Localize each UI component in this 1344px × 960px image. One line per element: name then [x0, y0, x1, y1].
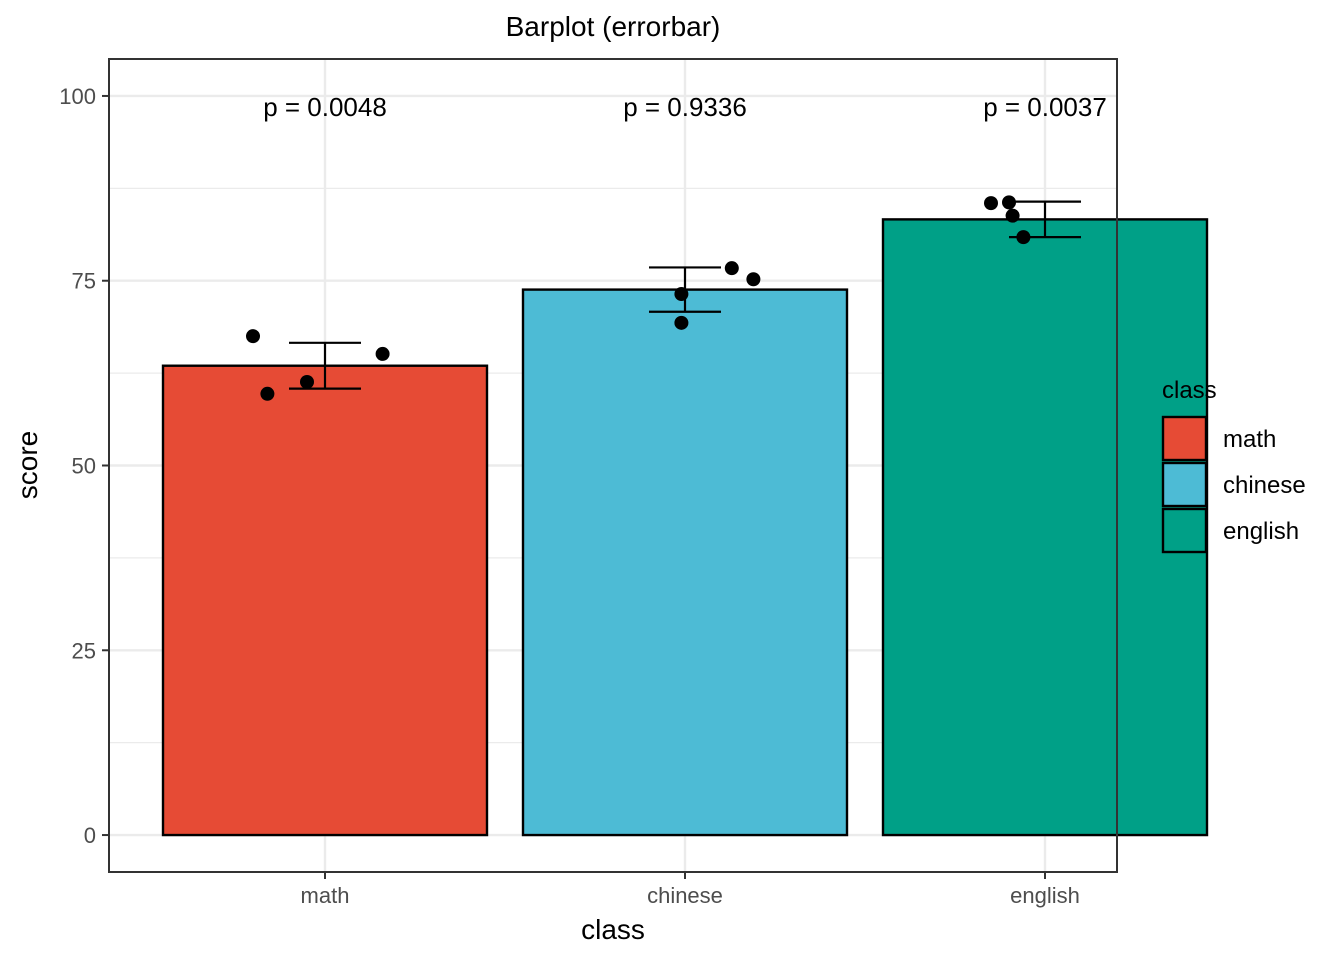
- y-tick-label: 75: [72, 269, 96, 294]
- legend-key-english: [1161, 507, 1208, 554]
- bar-chinese: [521, 288, 849, 837]
- data-point-english: [984, 196, 998, 211]
- chart-title: Barplot (errorbar): [506, 11, 721, 42]
- bar-math: [161, 364, 489, 837]
- x-tick-label: math: [301, 883, 350, 908]
- data-point-english: [1005, 208, 1020, 223]
- y-axis-title: score: [12, 431, 43, 499]
- legend-label-chinese: chinese: [1223, 472, 1306, 499]
- legend-title: class: [1162, 377, 1217, 404]
- data-point-chinese: [674, 315, 689, 330]
- p-value-label-math: p = 0.0048: [263, 92, 387, 122]
- data-point-english: [1016, 230, 1031, 245]
- legend-label-math: math: [1223, 426, 1276, 453]
- data-point-english: [1002, 195, 1016, 210]
- x-tick-label: chinese: [647, 883, 723, 908]
- y-tick-label: 0: [84, 823, 96, 848]
- bar-english: [881, 218, 1209, 837]
- data-point-math: [246, 329, 260, 344]
- data-point-math: [300, 374, 314, 389]
- legend-key-math: [1161, 415, 1208, 462]
- data-point-chinese: [674, 287, 689, 302]
- legend: class math chinese english: [1161, 377, 1306, 554]
- data-point-math: [375, 346, 390, 361]
- y-tick-label: 25: [72, 638, 96, 663]
- data-point-math: [260, 386, 275, 401]
- y-tick-label: 100: [59, 84, 96, 109]
- y-tick-label: 50: [72, 454, 96, 479]
- legend-label-english: english: [1223, 518, 1299, 545]
- data-point-chinese: [724, 261, 739, 276]
- legend-key-chinese: [1161, 461, 1208, 508]
- x-tick-label: english: [1010, 883, 1080, 908]
- x-axis-title: class: [581, 914, 645, 945]
- p-value-label-english: p = 0.0037: [983, 92, 1107, 122]
- p-value-label-chinese: p = 0.9336: [623, 92, 747, 122]
- data-point-chinese: [746, 272, 761, 287]
